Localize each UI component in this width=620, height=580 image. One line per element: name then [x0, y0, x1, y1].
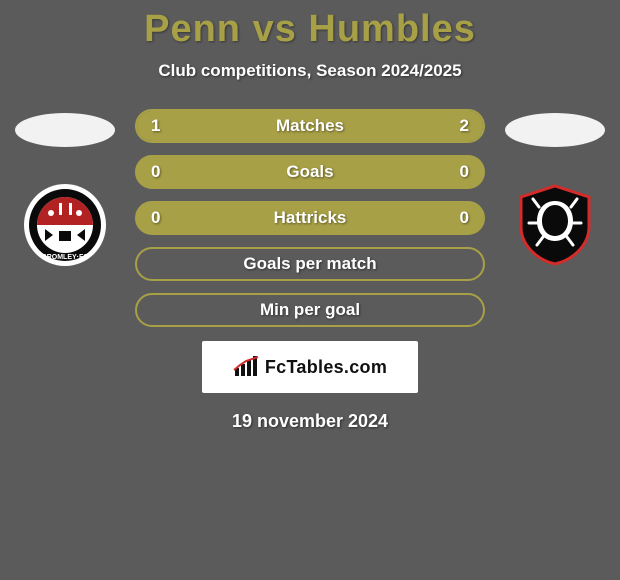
date-text: 19 november 2024 — [232, 411, 388, 432]
stat-bar: 1 2 Matches — [135, 109, 485, 143]
svg-text:BROMLEY·FC: BROMLEY·FC — [42, 254, 89, 261]
page-subtitle: Club competitions, Season 2024/2025 — [0, 61, 620, 81]
stat-bar: 0 0 Hattricks — [135, 201, 485, 235]
comparison-widget: Penn vs Humbles Club competitions, Seaso… — [0, 0, 620, 432]
stat-label: Hattricks — [274, 208, 347, 228]
page-title: Penn vs Humbles — [0, 8, 620, 51]
fctables-link[interactable]: FcTables.com — [202, 341, 418, 393]
right-player-photo-placeholder — [505, 113, 605, 147]
stat-label: Goals — [286, 162, 333, 182]
right-player-column — [505, 109, 605, 267]
stat-value-left: 0 — [151, 208, 160, 228]
bar-chart-icon — [233, 356, 259, 378]
stat-bar: Goals per match — [135, 247, 485, 281]
left-player-column: BROMLEY·FC — [15, 109, 115, 267]
right-club-badge — [513, 183, 597, 267]
fctables-text: FcTables.com — [265, 357, 387, 378]
footer: FcTables.com 19 november 2024 — [0, 341, 620, 432]
left-player-photo-placeholder — [15, 113, 115, 147]
stat-label: Min per goal — [260, 300, 360, 320]
stat-value-right: 2 — [460, 116, 469, 136]
left-club-badge: BROMLEY·FC — [23, 183, 107, 267]
stat-label: Matches — [276, 116, 344, 136]
stats-column: 1 2 Matches 0 0 Goals 0 0 Hattricks Goals per mat… — [135, 109, 485, 327]
main-row: BROMLEY·FC 1 2 Matches 0 0 Goals 0 0 Hattricks Go… — [0, 109, 620, 327]
salford-badge-icon — [513, 183, 597, 267]
stat-label: Goals per match — [243, 254, 376, 274]
stat-value-left: 1 — [151, 116, 160, 136]
stat-value-right: 0 — [460, 162, 469, 182]
stat-bar: 0 0 Goals — [135, 155, 485, 189]
stat-value-left: 0 — [151, 162, 160, 182]
stat-bar: Min per goal — [135, 293, 485, 327]
bromley-badge-icon: BROMLEY·FC — [23, 183, 107, 267]
stat-value-right: 0 — [460, 208, 469, 228]
